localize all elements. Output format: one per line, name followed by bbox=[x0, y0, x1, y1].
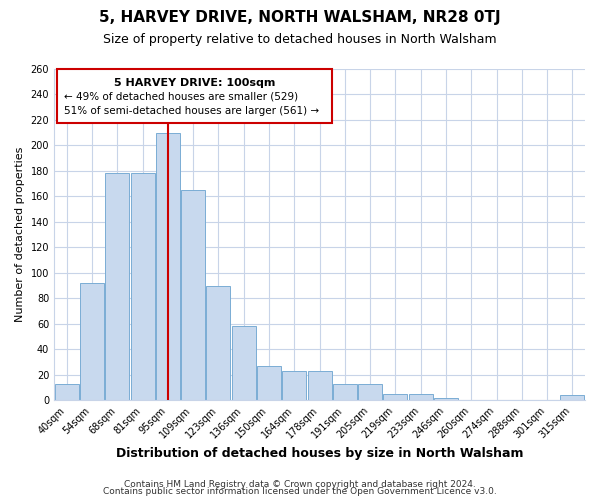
Bar bbox=[181, 190, 205, 400]
Bar bbox=[560, 395, 584, 400]
Bar bbox=[358, 384, 382, 400]
Bar bbox=[308, 371, 332, 400]
Bar bbox=[105, 174, 129, 400]
FancyBboxPatch shape bbox=[56, 69, 332, 122]
Bar bbox=[257, 366, 281, 400]
Text: 51% of semi-detached houses are larger (561) →: 51% of semi-detached houses are larger (… bbox=[64, 106, 319, 116]
Text: Contains public sector information licensed under the Open Government Licence v3: Contains public sector information licen… bbox=[103, 488, 497, 496]
Bar bbox=[333, 384, 357, 400]
Y-axis label: Number of detached properties: Number of detached properties bbox=[15, 147, 25, 322]
Bar bbox=[80, 283, 104, 401]
Text: Contains HM Land Registry data © Crown copyright and database right 2024.: Contains HM Land Registry data © Crown c… bbox=[124, 480, 476, 489]
Bar bbox=[409, 394, 433, 400]
Bar bbox=[156, 132, 180, 400]
Bar bbox=[55, 384, 79, 400]
Bar bbox=[206, 286, 230, 401]
Text: ← 49% of detached houses are smaller (529): ← 49% of detached houses are smaller (52… bbox=[64, 92, 298, 102]
Bar bbox=[434, 398, 458, 400]
Text: 5 HARVEY DRIVE: 100sqm: 5 HARVEY DRIVE: 100sqm bbox=[113, 78, 275, 88]
Bar bbox=[131, 174, 155, 400]
Bar bbox=[232, 326, 256, 400]
Text: Size of property relative to detached houses in North Walsham: Size of property relative to detached ho… bbox=[103, 32, 497, 46]
Text: 5, HARVEY DRIVE, NORTH WALSHAM, NR28 0TJ: 5, HARVEY DRIVE, NORTH WALSHAM, NR28 0TJ bbox=[99, 10, 501, 25]
Bar bbox=[282, 371, 306, 400]
Bar bbox=[383, 394, 407, 400]
X-axis label: Distribution of detached houses by size in North Walsham: Distribution of detached houses by size … bbox=[116, 447, 523, 460]
